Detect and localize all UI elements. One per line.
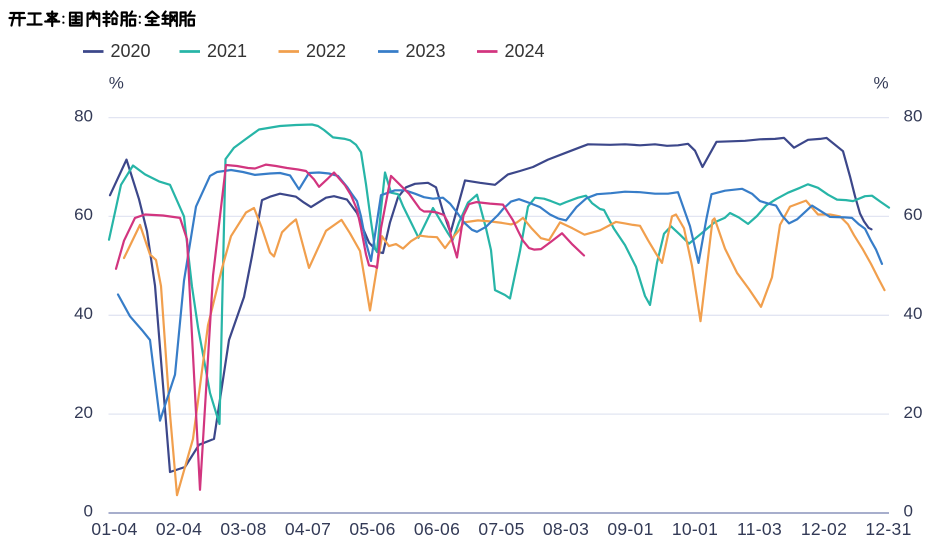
svg-text:05-06: 05-06 — [349, 519, 395, 539]
svg-text:10-01: 10-01 — [672, 519, 718, 539]
svg-text:04-07: 04-07 — [285, 519, 331, 539]
svg-text:2020: 2020 — [111, 41, 151, 61]
svg-text:0: 0 — [904, 502, 913, 521]
svg-text:03-08: 03-08 — [220, 519, 266, 539]
svg-text:12-31: 12-31 — [865, 519, 911, 539]
svg-text:02-04: 02-04 — [156, 519, 202, 539]
svg-text:40: 40 — [904, 304, 923, 323]
svg-text:20: 20 — [74, 403, 93, 422]
svg-text:2022: 2022 — [306, 41, 346, 61]
svg-text:06-06: 06-06 — [414, 519, 460, 539]
svg-text:%: % — [874, 74, 889, 93]
svg-text:20: 20 — [904, 403, 923, 422]
svg-text:60: 60 — [74, 205, 93, 224]
svg-text:07-05: 07-05 — [478, 519, 524, 539]
svg-text:2021: 2021 — [207, 41, 247, 61]
svg-text:09-01: 09-01 — [607, 519, 653, 539]
svg-text:%: % — [109, 74, 124, 93]
svg-text:01-04: 01-04 — [91, 519, 137, 539]
svg-text:2024: 2024 — [505, 41, 545, 61]
svg-text:60: 60 — [904, 205, 923, 224]
svg-text:08-03: 08-03 — [543, 519, 589, 539]
svg-text:11-03: 11-03 — [737, 519, 782, 539]
svg-text:40: 40 — [74, 304, 93, 323]
svg-text:0: 0 — [84, 502, 93, 521]
svg-text:80: 80 — [74, 106, 93, 125]
svg-text:80: 80 — [904, 106, 923, 125]
svg-text:12-02: 12-02 — [801, 519, 847, 539]
svg-text:2023: 2023 — [406, 41, 446, 61]
